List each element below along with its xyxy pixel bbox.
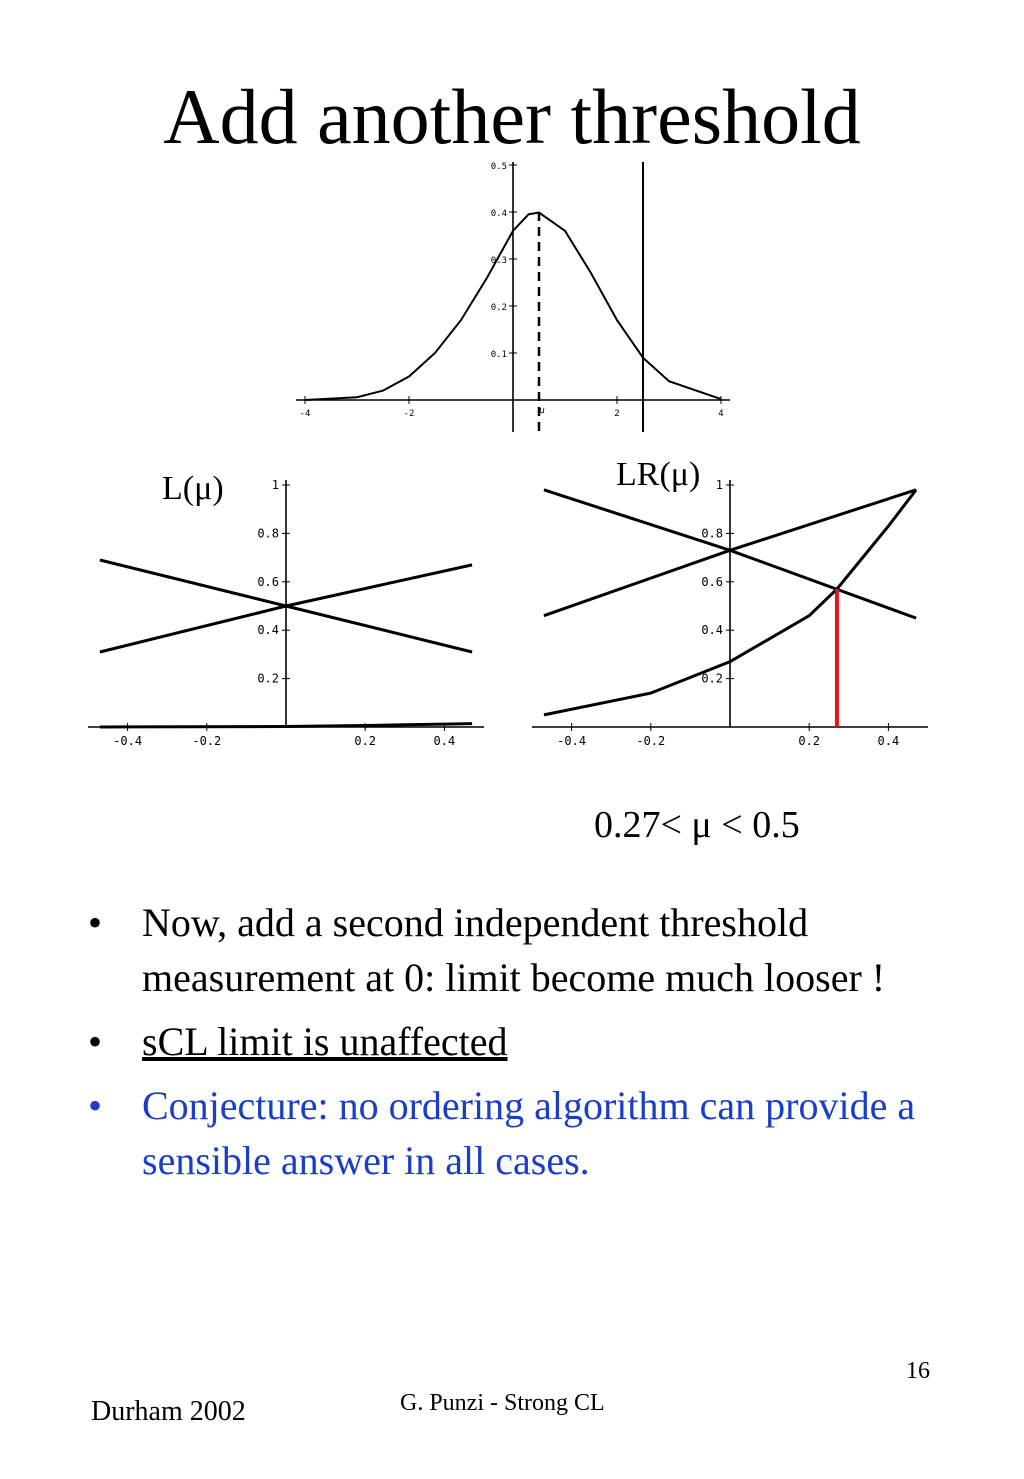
y-tick-label: 0.8 [257, 526, 279, 540]
x-tick-label: 0.2 [354, 734, 376, 748]
series-line-3 [99, 722, 473, 729]
bullet-item-2: • sCL limit is unaffected [88, 1014, 958, 1069]
slide-title: Add another threshold [163, 73, 861, 160]
bullet-dot-icon: • [88, 1019, 103, 1064]
bullet-list: • Now, add a second independent threshol… [88, 895, 958, 1197]
series-line-1 [304, 211, 722, 401]
l-mu-label: L(μ) [162, 470, 224, 507]
bullet-text: Conjecture: no ordering algorithm can pr… [142, 1083, 916, 1183]
x-tick-label: -2 [404, 409, 415, 419]
x-tick-label: -4 [300, 409, 311, 419]
bullet-item-1: • Now, add a second independent threshol… [88, 895, 958, 1005]
bullet-text: sCL limit is unaffected [142, 1019, 508, 1064]
bullet-item-3: • Conjecture: no ordering algorithm can … [88, 1078, 958, 1188]
series-line-2 [99, 563, 473, 654]
footer-left: Durham 2002 [91, 1396, 246, 1427]
y-tick-label: 0.6 [257, 575, 279, 589]
y-tick-label: 0.1 [491, 350, 507, 360]
x-tick-label: 0.4 [434, 734, 456, 748]
y-tick-label: 0.2 [257, 672, 279, 686]
x-tick-label: -0.2 [636, 734, 665, 748]
bullet-dot-icon: • [88, 1083, 103, 1128]
interval-label: 0.27< μ < 0.5 [594, 804, 800, 846]
mu-tick-label: μ [538, 406, 545, 416]
y-tick-label: 0.8 [701, 526, 723, 540]
y-tick-label: 0.4 [491, 209, 507, 219]
y-tick-label: 0.4 [257, 623, 279, 637]
bullet-dot-icon: • [88, 900, 103, 945]
lr-mu-label: LR(μ) [616, 456, 701, 493]
x-tick-label: 0.2 [798, 734, 820, 748]
series-line-3 [543, 488, 918, 717]
x-tick-label: -0.4 [557, 734, 586, 748]
y-tick-label: 1 [272, 478, 279, 492]
y-tick-label: 0.3 [491, 256, 507, 266]
y-tick-label: 0.2 [701, 672, 723, 686]
x-tick-label: -0.2 [192, 734, 221, 748]
y-tick-label: 0.4 [701, 623, 723, 637]
x-tick-label: 0.4 [878, 734, 900, 748]
y-tick-label: 0.2 [491, 303, 507, 313]
x-tick-label: 4 [718, 409, 723, 419]
page-number: 16 [906, 1358, 930, 1384]
bullet-text: Now, add a second independent threshold … [142, 900, 886, 1000]
y-tick-label: 0.6 [701, 575, 723, 589]
y-tick-label: 0.5 [491, 162, 507, 172]
footer-center: G. Punzi - Strong CL [400, 1390, 605, 1416]
y-tick-label: 1 [716, 478, 723, 492]
x-tick-label: 2 [614, 409, 619, 419]
x-tick-label: -0.4 [113, 734, 142, 748]
series-line-2 [543, 488, 917, 618]
